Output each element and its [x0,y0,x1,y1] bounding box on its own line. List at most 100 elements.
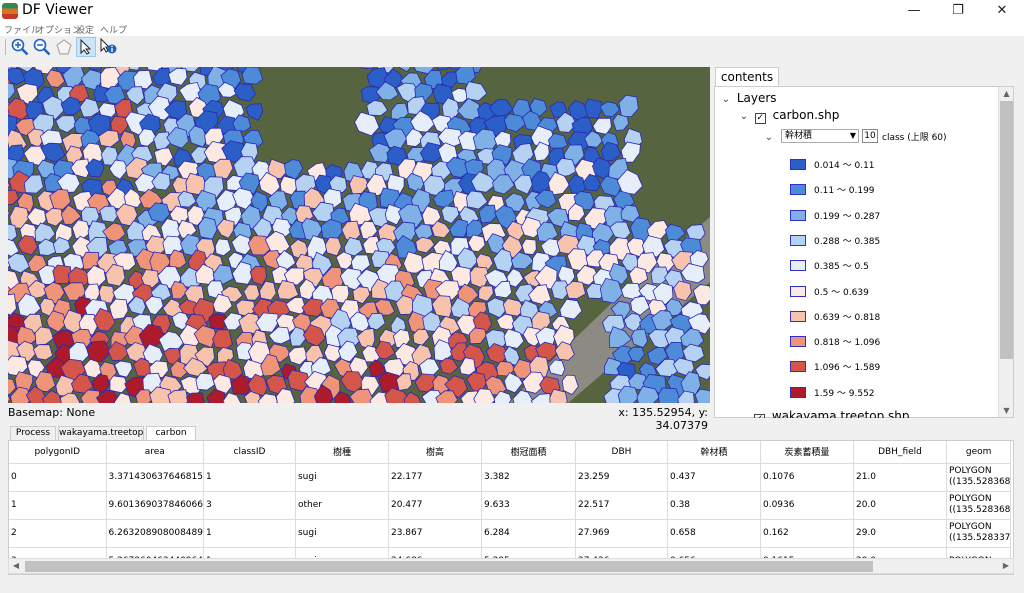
tree-crown-polygon[interactable] [506,268,524,288]
table-cell[interactable]: 23.867 [388,519,482,548]
tree-crown-polygon[interactable] [468,327,487,345]
layer-carbon[interactable]: ⌄ ✓ carbon.shp [737,107,839,124]
tree-crown-polygon[interactable] [231,234,253,256]
tree-crown-polygon[interactable] [55,115,77,134]
tree-crown-polygon[interactable] [627,346,646,363]
tree-crown-polygon[interactable] [630,295,651,316]
tree-crown-polygon[interactable] [222,392,242,403]
tree-crown-polygon[interactable] [559,298,583,320]
tree-crown-polygon[interactable] [70,158,91,179]
table-cell[interactable]: 20.477 [388,491,482,520]
tree-crown-polygon[interactable] [354,111,380,137]
tree-crown-polygon[interactable] [522,371,547,394]
tree-crown-polygon[interactable] [68,341,90,363]
table-cell[interactable]: 23.259 [575,463,668,492]
tree-crown-polygon[interactable] [576,264,599,286]
tree-crown-polygon[interactable] [502,297,526,317]
tree-crown-polygon[interactable] [267,158,289,180]
tree-crown-polygon[interactable] [365,173,388,197]
table-horizontal-scrollbar[interactable]: ◀ ▶ [8,558,1014,574]
table-cell[interactable]: 27.969 [575,519,668,548]
map-canvas[interactable] [8,67,710,403]
tree-crown-polygon[interactable] [125,67,142,71]
minimize-button[interactable]: — [907,3,921,18]
table-cell[interactable]: 22.177 [388,463,482,492]
tree-crown-polygon[interactable] [170,280,189,300]
tree-crown-polygon[interactable] [241,67,264,85]
tree-crown-polygon[interactable] [52,236,71,254]
tree-crown-polygon[interactable] [313,384,334,403]
tree-crown-polygon[interactable] [112,282,137,305]
tree-crown-polygon[interactable] [135,389,153,403]
tree-crown-polygon[interactable] [212,158,234,180]
tree-crown-polygon[interactable] [554,341,575,361]
tree-crown-polygon[interactable] [233,83,256,102]
tree-crown-polygon[interactable] [534,189,557,209]
tree-crown-polygon[interactable] [470,171,497,193]
tree-crown-polygon[interactable] [513,174,533,195]
scroll-right-icon[interactable]: ▶ [1002,561,1010,570]
tree-crown-polygon[interactable] [23,174,44,194]
tree-crown-polygon[interactable] [352,286,371,305]
scroll-up-icon[interactable]: ▲ [1003,89,1010,98]
column-header[interactable]: 樹冠面積 [481,441,576,464]
tree-crown-polygon[interactable] [584,98,603,119]
contents-vertical-scrollbar[interactable]: ▲ ▼ [998,87,1013,417]
tree-crown-polygon[interactable] [238,172,260,194]
table-cell[interactable]: 1 [9,491,107,520]
carbon-polygon-layer[interactable] [8,67,710,403]
tree-crown-polygon[interactable] [214,238,232,257]
tree-crown-polygon[interactable] [503,328,525,349]
tree-crown-polygon[interactable] [565,280,586,300]
tree-crown-polygon[interactable] [287,346,309,366]
tree-crown-polygon[interactable] [694,363,710,381]
column-header[interactable]: 樹高 [388,441,482,464]
table-cell[interactable]: 6.263208908008489 [106,519,204,548]
tree-crown-polygon[interactable] [529,98,548,117]
layer-treetop[interactable]: ✓ wakayama.treetop.shp [754,408,910,418]
field-select[interactable]: 幹材積 ▼ [781,129,859,143]
tree-crown-polygon[interactable] [8,252,31,274]
tree-crown-polygon[interactable] [243,390,262,403]
tree-crown-polygon[interactable] [95,389,121,403]
tree-crown-polygon[interactable] [151,172,171,191]
tree-crown-polygon[interactable] [349,388,375,403]
tree-crown-polygon[interactable] [366,99,389,117]
table-cell[interactable]: POLYGON ((135.528337 [946,519,1012,548]
tree-crown-polygon[interactable] [324,237,342,257]
tree-crown-polygon[interactable] [190,146,209,165]
tree-crown-polygon[interactable] [99,205,119,223]
table-cell[interactable]: POLYGON ((135.528368 [946,463,1012,492]
tree-crown-polygon[interactable] [59,392,81,403]
tree-crown-polygon[interactable] [283,267,305,286]
tree-crown-polygon[interactable] [8,205,10,223]
tree-crown-polygon[interactable] [123,188,143,208]
tree-crown-polygon[interactable] [149,386,174,403]
tree-crown-polygon[interactable] [439,357,459,375]
column-header[interactable]: 幹材積 [667,441,761,464]
tree-crown-polygon[interactable] [680,263,706,284]
tree-crown-polygon[interactable] [465,81,488,102]
column-header[interactable]: geom [946,441,1012,464]
tree-crown-polygon[interactable] [396,373,413,391]
tree-crown-polygon[interactable] [283,159,304,180]
tree-crown-polygon[interactable] [287,369,311,392]
tree-crown-polygon[interactable] [80,389,102,403]
tree-crown-polygon[interactable] [375,81,399,101]
tree-crown-polygon[interactable] [395,295,416,315]
tree-crown-polygon[interactable] [260,353,282,377]
tree-crown-polygon[interactable] [333,391,352,403]
tab-carbon[interactable]: carbon [146,426,196,440]
tree-crown-polygon[interactable] [415,236,435,254]
layer-visibility-checkbox[interactable]: ✓ [754,113,766,124]
tree-crown-polygon[interactable] [444,375,468,399]
tree-crown-polygon[interactable] [216,218,235,239]
tree-crown-polygon[interactable] [259,280,277,301]
tree-crown-polygon[interactable] [478,204,497,224]
scroll-left-icon[interactable]: ◀ [12,561,20,570]
tree-crown-polygon[interactable] [431,220,451,239]
tree-crown-polygon[interactable] [548,359,566,377]
tree-crown-polygon[interactable] [109,298,129,320]
tree-crown-polygon[interactable] [383,68,404,89]
scrollbar-thumb[interactable] [1000,101,1013,359]
